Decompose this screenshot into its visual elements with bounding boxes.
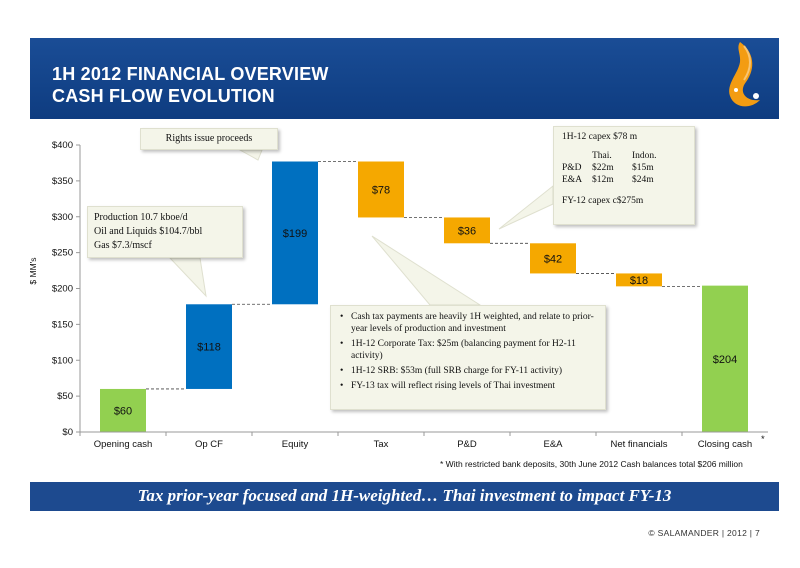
- capex-cell: $15m: [632, 163, 654, 173]
- y-axis-label: $ MM's: [28, 257, 38, 284]
- bars-group: $60 $118 $199 $78 $36 $42 $18 $204: [100, 161, 748, 432]
- y-tick-label: $350: [52, 176, 73, 187]
- callout-pointers: [168, 149, 554, 306]
- rights-pointer: [238, 149, 263, 161]
- bar-value-label: $18: [630, 275, 648, 287]
- y-tick-label: $300: [52, 212, 73, 223]
- bar-value-label: $78: [372, 184, 390, 196]
- salamander-logo: [729, 42, 760, 107]
- x-tick-label: Tax: [374, 439, 389, 450]
- bar-value-label: $42: [544, 253, 562, 265]
- capex-row-ea: E&A $12m $24m: [562, 174, 686, 186]
- capex-title: 1H-12 capex $78 m: [562, 132, 638, 142]
- x-tick-label: Closing cash: [698, 439, 752, 450]
- bar-value-label: $60: [114, 405, 132, 417]
- production-line: Production 10.7 kboe/d: [94, 212, 188, 223]
- capex-row-pd: P&D $22m $15m: [562, 162, 686, 174]
- bar: [444, 217, 490, 244]
- tax-bullet: Cash tax payments are heavily 1H weighte…: [339, 311, 599, 335]
- summary-banner: Tax prior-year focused and 1H-weighted… …: [30, 482, 779, 511]
- x-tick-label: E&A: [543, 439, 563, 450]
- tax-pointer: [371, 235, 482, 306]
- capex-cell: $12m: [592, 175, 614, 185]
- gas-price-line: Gas $7.3/mscf: [94, 240, 152, 251]
- oil-price-line: Oil and Liquids $104.7/bbl: [94, 226, 203, 237]
- closing-cash-marker: *: [761, 434, 765, 445]
- tax-callout: Cash tax payments are heavily 1H weighte…: [330, 305, 606, 410]
- copyright-footer: © SALAMANDER | 2012 | 7: [648, 528, 760, 538]
- bar-value-label: $204: [713, 354, 737, 366]
- bar-value-label: $36: [458, 225, 476, 237]
- page-title-line2: CASH FLOW EVOLUTION: [52, 86, 275, 106]
- y-tick-label: $250: [52, 248, 73, 259]
- y-tick-label: $0: [62, 427, 73, 438]
- capex-pointer: [498, 184, 554, 230]
- bar: [702, 285, 748, 432]
- bar-value-label: $199: [283, 228, 307, 240]
- bar: [358, 161, 404, 218]
- y-axis: $0 $50 $100 $150 $200 $250 $300 $350 $400: [52, 140, 81, 438]
- bar: [186, 304, 232, 389]
- bar: [100, 388, 146, 432]
- footnote: * With restricted bank deposits, 30th Ju…: [440, 459, 743, 469]
- capex-footer: FY-12 capex c$275m: [562, 196, 644, 206]
- x-tick-label: Equity: [282, 439, 309, 450]
- header-bar: 1H 2012 FINANCIAL OVERVIEW CASH FLOW EVO…: [30, 38, 779, 119]
- capex-header-indon: Indon.: [632, 151, 657, 161]
- bar: [530, 243, 576, 274]
- tax-bullet: 1H-12 Corporate Tax: $25m (balancing pay…: [339, 338, 599, 362]
- rights-issue-callout: Rights issue proceeds: [140, 128, 278, 150]
- capex-cell: $22m: [592, 163, 614, 173]
- y-tick-label: $200: [52, 284, 73, 295]
- bar: [616, 273, 662, 287]
- capex-header-blank: [562, 150, 592, 162]
- x-tick-label: Net financials: [610, 439, 667, 450]
- x-tick-label: P&D: [457, 439, 477, 450]
- y-tick-label: $50: [57, 391, 73, 402]
- page-title-line1: 1H 2012 FINANCIAL OVERVIEW: [52, 64, 329, 84]
- x-axis: Opening cash Op CF Equity Tax P&D E&A Net fina…: [79, 431, 768, 450]
- bar: [272, 161, 318, 305]
- capex-callout: 1H-12 capex $78 m Thai. Indon. P&D $22m …: [553, 126, 695, 225]
- capex-cell: P&D: [562, 163, 582, 173]
- capex-header-thai: Thai.: [592, 151, 612, 161]
- capex-cell: $24m: [632, 175, 654, 185]
- tax-bullet: 1H-12 SRB: $53m (full SRB charge for FY-…: [339, 365, 599, 377]
- tax-bullet: FY-13 tax will reflect rising levels of …: [339, 380, 599, 392]
- bar-value-label: $118: [197, 342, 221, 354]
- production-pointer: [168, 257, 207, 298]
- capex-header-row: Thai. Indon.: [562, 150, 686, 162]
- x-tick-label: Opening cash: [94, 439, 153, 450]
- x-tick-label: Op CF: [195, 439, 223, 450]
- capex-cell: E&A: [562, 175, 583, 185]
- y-tick-label: $100: [52, 355, 73, 366]
- y-tick-label: $150: [52, 319, 73, 330]
- y-tick-label: $400: [52, 140, 73, 151]
- production-callout: Production 10.7 kboe/d Oil and Liquids $…: [87, 206, 243, 258]
- cash-flow-waterfall-chart: $0 $50 $100 $150 $200 $250 $300 $350 $400 $60 $11…: [28, 140, 768, 450]
- connector-lines: [146, 161, 702, 390]
